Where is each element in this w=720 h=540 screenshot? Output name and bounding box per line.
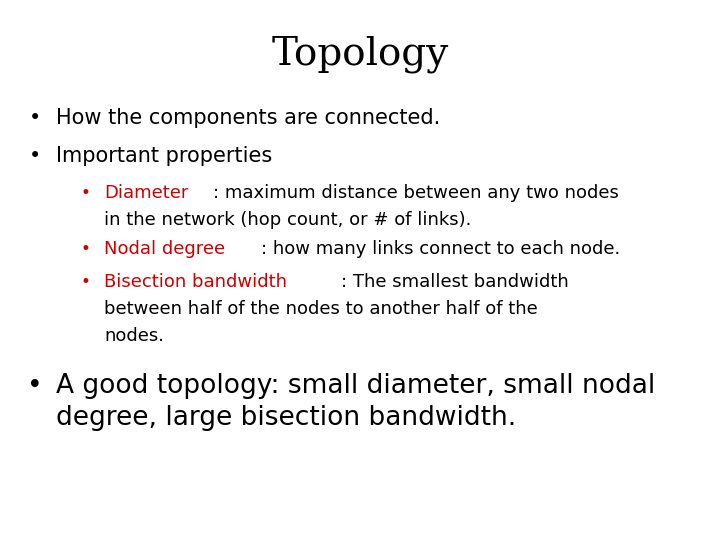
Text: Nodal degree: Nodal degree: [104, 240, 225, 258]
Text: : maximum distance between any two nodes: : maximum distance between any two nodes: [213, 184, 619, 201]
Text: degree, large bisection bandwidth.: degree, large bisection bandwidth.: [56, 405, 516, 431]
Text: •: •: [28, 146, 41, 166]
Text: How the components are connected.: How the components are connected.: [56, 108, 441, 128]
Text: •: •: [28, 108, 41, 128]
Text: A good topology: small diameter, small nodal: A good topology: small diameter, small n…: [56, 373, 655, 399]
Text: •: •: [80, 240, 90, 258]
Text: Bisection bandwidth: Bisection bandwidth: [104, 273, 287, 291]
Text: Topology: Topology: [271, 35, 449, 72]
Text: nodes.: nodes.: [104, 327, 164, 345]
Text: between half of the nodes to another half of the: between half of the nodes to another hal…: [104, 300, 538, 318]
Text: •: •: [80, 273, 90, 291]
Text: Important properties: Important properties: [56, 146, 272, 166]
Text: in the network (hop count, or # of links).: in the network (hop count, or # of links…: [104, 211, 472, 228]
Text: Diameter: Diameter: [104, 184, 189, 201]
Text: •: •: [27, 373, 42, 399]
Text: : how many links connect to each node.: : how many links connect to each node.: [261, 240, 620, 258]
Text: : The smallest bandwidth: : The smallest bandwidth: [341, 273, 568, 291]
Text: •: •: [80, 184, 90, 201]
